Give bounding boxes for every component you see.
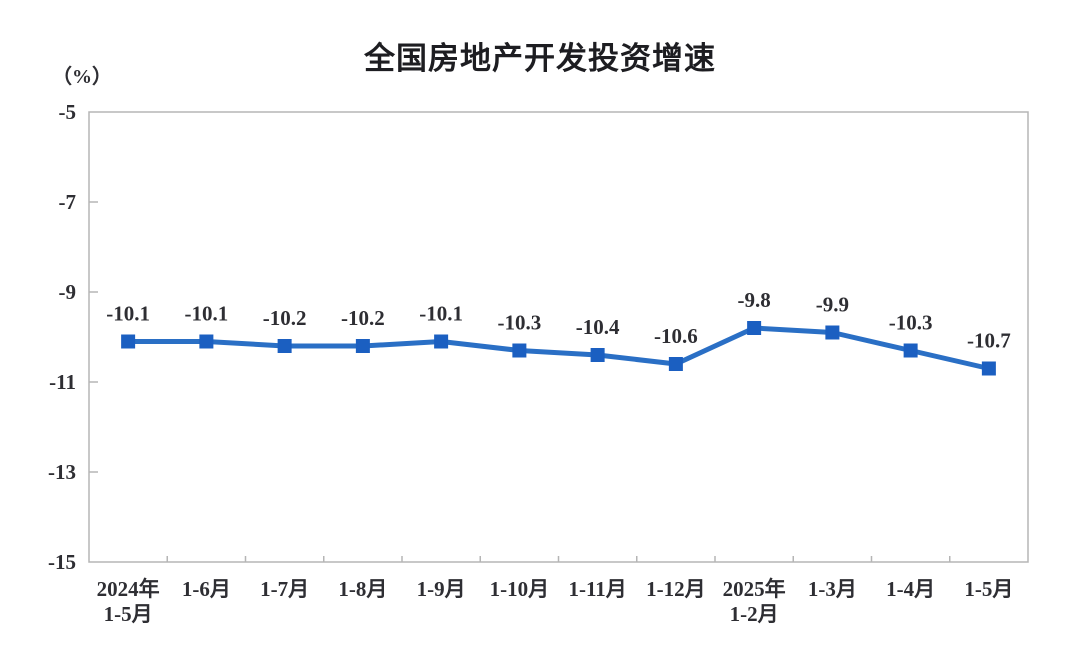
data-point-marker [277,339,292,353]
x-axis-tick-label: 2024年 1-5月 [97,577,160,626]
data-point-label: -10.1 [419,302,463,326]
x-axis-tick-label: 1-11月 [568,577,626,601]
data-point-label: -10.6 [654,324,698,348]
chart-title: 全国房地产开发投资增速 [364,41,716,76]
data-point-label: -10.3 [498,311,542,335]
data-point-label: -9.8 [738,288,771,312]
y-axis-tick-label: -15 [48,550,76,574]
trend-line [125,325,992,371]
data-point-marker [590,348,605,362]
data-point-marker [121,334,136,349]
data-point-marker [903,343,918,358]
x-axis-tick-label: 2025年 1-2月 [723,577,786,626]
x-axis-tick-label: 1-12月 [646,577,706,601]
x-axis-tick-label: 1-4月 [886,577,935,601]
x-axis-tick-label: 1-6月 [182,577,231,601]
data-point-label: -10.3 [889,311,933,335]
y-axis-tick-label: -11 [49,370,76,394]
plot-border [88,111,1029,563]
data-point-marker [747,321,762,335]
data-point-marker [512,343,527,358]
data-point-label: -10.4 [576,315,620,339]
x-axis-tick-label: 1-9月 [417,577,466,601]
y-axis-tick-label: -13 [48,460,76,484]
data-point-marker [981,361,996,376]
data-point-marker [668,357,683,371]
data-point-marker [355,339,370,353]
y-axis-unit-label: （%） [52,66,112,88]
data-point-label: -10.1 [185,302,229,326]
x-axis-tick-label: 1-8月 [338,577,387,601]
x-axis-tick-label: 1-7月 [260,577,309,601]
y-axis-tick-label: -7 [59,190,77,214]
data-point-label: -10.7 [967,329,1011,353]
data-point-label: -9.9 [816,293,849,317]
data-point-marker [199,334,214,349]
x-axis-tick-label: 1-5月 [964,577,1013,601]
y-axis-tick-label: -5 [59,100,77,124]
y-axis-tick-label: -9 [59,280,77,304]
x-axis-tick-label: 1-3月 [808,577,857,601]
data-point-label: -10.2 [341,306,385,330]
x-axis-tick-label: 1-10月 [490,577,550,601]
data-point-label: -10.2 [263,306,307,330]
data-point-marker [434,334,449,349]
data-point-marker [825,325,840,340]
data-point-label: -10.1 [106,302,150,326]
